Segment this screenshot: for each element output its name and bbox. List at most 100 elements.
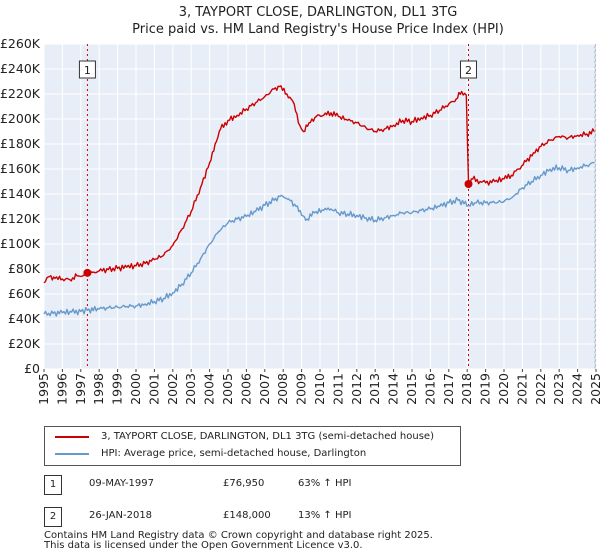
x-tick-label: 2009	[294, 373, 309, 405]
footer-line-1: Contains HM Land Registry data © Crown c…	[44, 530, 433, 541]
hatch-stroke	[594, 258, 597, 264]
hatch-stroke	[594, 58, 597, 64]
hatch-stroke	[594, 323, 597, 329]
y-tick-label: £60K	[8, 286, 41, 301]
sale-date: 26-JAN-2018	[89, 510, 153, 521]
sales-table: 1 09-MAY-1997 £76,950 63% ↑ HPI 2 26-JAN…	[44, 474, 394, 538]
x-tick-label: 2012	[349, 373, 364, 405]
x-tick-label: 2004	[202, 373, 217, 405]
hatch-stroke	[594, 188, 597, 194]
hatch-stroke	[594, 158, 597, 164]
hatch-stroke	[594, 143, 597, 149]
y-tick-label: £100K	[0, 236, 41, 251]
price-chart: 3, TAYPORT CLOSE, DARLINGTON, DL1 3TG Pr…	[0, 5, 600, 405]
sale-price: £76,950	[223, 478, 265, 489]
legend-swatch-property	[55, 436, 89, 438]
hatch-stroke	[594, 48, 597, 54]
hatch-stroke	[594, 183, 597, 189]
hatch-stroke	[594, 253, 597, 259]
hatch-stroke	[594, 168, 597, 174]
x-tick-label: 2020	[496, 373, 511, 405]
y-tick-label: £180K	[0, 136, 41, 151]
hatch-stroke	[594, 238, 597, 244]
hatch-stroke	[594, 278, 597, 284]
x-tick-label: 2018	[459, 373, 474, 405]
hatch-stroke	[594, 358, 597, 364]
y-tick-label: £140K	[0, 186, 41, 201]
x-tick-label: 2010	[312, 373, 327, 405]
hatch-stroke	[594, 228, 597, 234]
legend-row-hpi: HPI: Average price, semi-detached house,…	[45, 446, 460, 462]
x-tick-label: 2006	[238, 373, 253, 405]
hatch-stroke	[594, 353, 597, 359]
hatch-stroke	[594, 283, 597, 289]
legend-swatch-hpi	[55, 453, 89, 455]
x-axis: 1995 1996 1997 1998 1999 2000 2001 2002 2003 2004…	[36, 369, 600, 405]
hatch-stroke	[594, 123, 597, 129]
hatch-stroke	[594, 233, 597, 239]
x-tick-label: 2013	[367, 373, 382, 405]
y-axis: £0 £20K £40K £60K £80K £100K £120K £140K £160K £1…	[0, 36, 41, 376]
x-tick-label: 2011	[330, 373, 345, 405]
hatch-stroke	[594, 73, 597, 79]
sale-label: 2	[465, 64, 472, 77]
sale-row: 2 26-JAN-2018 £148,000 13% ↑ HPI	[44, 506, 394, 528]
hatch-stroke	[594, 213, 597, 219]
sale-label: 1	[84, 64, 91, 77]
hatch-stroke	[594, 218, 597, 224]
x-tick-label: 1999	[110, 373, 125, 405]
y-tick-label: £120K	[0, 211, 41, 226]
hatch-stroke	[594, 363, 597, 369]
legend-label-property: 3, TAYPORT CLOSE, DARLINGTON, DL1 3TG (s…	[101, 431, 434, 442]
y-tick-label: £240K	[0, 61, 41, 76]
y-tick-label: £260K	[0, 36, 41, 51]
hatch-stroke	[594, 248, 597, 254]
x-tick-label: 2000	[128, 373, 143, 405]
sale-markers	[83, 180, 473, 277]
hatch-stroke	[594, 318, 597, 324]
hatch-stroke	[594, 103, 597, 109]
hatch-stroke	[594, 113, 597, 119]
grid-lines	[43, 43, 597, 370]
hatch-stroke	[594, 128, 597, 134]
hatch-stroke	[594, 193, 597, 199]
x-tick-label: 2016	[422, 373, 437, 405]
hatch-stroke	[594, 293, 597, 299]
sale-date: 09-MAY-1997	[89, 478, 155, 489]
legend-label-hpi: HPI: Average price, semi-detached house,…	[101, 448, 367, 459]
sale-number-badge: 1	[44, 475, 62, 495]
hatch-stroke	[594, 298, 597, 304]
chart-title: 3, TAYPORT CLOSE, DARLINGTON, DL1 3TG	[179, 5, 458, 20]
hatch-stroke	[594, 63, 597, 69]
sale-label-box	[78, 60, 96, 79]
hatch-stroke	[594, 273, 597, 279]
hatch-stroke	[594, 153, 597, 159]
footer-line-2: This data is licensed under the Open Gov…	[44, 540, 363, 551]
hatch-stroke	[594, 308, 597, 314]
hatch-stroke	[594, 173, 597, 179]
series-line	[43, 85, 595, 284]
x-tick-label: 2023	[551, 373, 566, 405]
sale-hpi-change: 13% ↑ HPI	[298, 510, 352, 521]
hatch-stroke	[594, 178, 597, 184]
hatch-stroke	[594, 223, 597, 229]
hatch-stroke	[594, 83, 597, 89]
hatch-stroke	[594, 68, 597, 74]
series-line	[43, 161, 595, 317]
hatch-stroke	[594, 338, 597, 344]
x-tick-label: 2005	[220, 373, 235, 405]
legend: 3, TAYPORT CLOSE, DARLINGTON, DL1 3TG (s…	[44, 426, 461, 466]
x-tick-label: 2008	[275, 373, 290, 405]
hatch-stroke	[594, 268, 597, 274]
x-tick-label: 2017	[441, 373, 456, 405]
hatch-stroke	[594, 138, 597, 144]
y-tick-label: £0	[24, 361, 40, 376]
hatch-stroke	[594, 118, 597, 124]
hatch-stroke	[594, 93, 597, 99]
y-tick-label: £200K	[0, 111, 41, 126]
hatch-stroke	[594, 243, 597, 249]
hatch-stroke	[594, 148, 597, 154]
hatch-stroke	[594, 108, 597, 114]
x-tick-label: 2001	[146, 373, 161, 405]
hatch-stroke	[594, 88, 597, 94]
